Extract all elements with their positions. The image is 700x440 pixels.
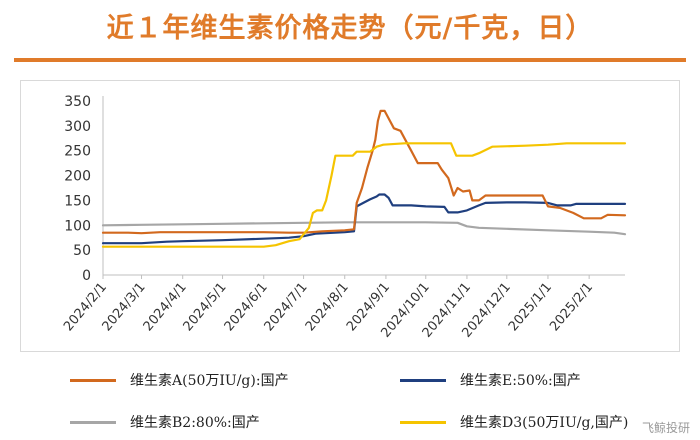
y-tick-label: 0	[82, 268, 91, 284]
legend-swatch	[400, 378, 446, 382]
chart-plot: 0501001502002503003502024/2/12024/3/1202…	[61, 94, 627, 341]
series-line-1	[101, 109, 627, 235]
series-line-2	[101, 193, 627, 245]
y-tick-label: 350	[64, 94, 91, 110]
y-tick-label: 300	[64, 119, 91, 135]
y-tick-label: 150	[64, 193, 91, 209]
title-underline	[14, 58, 686, 62]
legend-swatch	[400, 420, 446, 424]
legend-item: 维生素E:50%:国产	[400, 368, 581, 392]
series-line-4	[101, 142, 627, 248]
y-tick-label: 250	[64, 144, 91, 160]
x-tick-label: 2025/2/1	[547, 280, 596, 334]
chart-legend: 维生素A(50万IU/g):国产 维生素E:50%:国产维生素B2:80%:国产 维…	[70, 368, 630, 434]
legend-label: 维生素B2:80%:国产	[130, 415, 260, 431]
watermark-text: 飞鲸投研	[641, 421, 690, 435]
chart-frame: 0 50 100 150 200 250 300 350 2024/2/1 2024/3/1 202…	[20, 80, 680, 352]
legend-label: 维生素A(50万IU/g):国产	[130, 373, 289, 389]
legend-item: 维生素A(50万IU/g):国产	[70, 368, 289, 392]
legend-swatch	[70, 420, 116, 424]
legend-swatch	[70, 378, 116, 382]
legend-item: 维生素B2:80%:国产	[70, 410, 260, 434]
legend-label: 维生素D3(50万IU/g,国产)	[460, 415, 629, 431]
series-line-3	[101, 221, 627, 236]
legend-item: 维生素D3(50万IU/g,国产)	[400, 410, 628, 434]
legend-label: 维生素E:50%:国产	[460, 373, 581, 389]
y-tick-label: 200	[64, 169, 91, 185]
y-tick-label: 50	[73, 243, 91, 259]
y-tick-label: 100	[64, 218, 91, 234]
chart-title: 近１年维生素价格走势（元/千克，日）	[106, 13, 594, 44]
